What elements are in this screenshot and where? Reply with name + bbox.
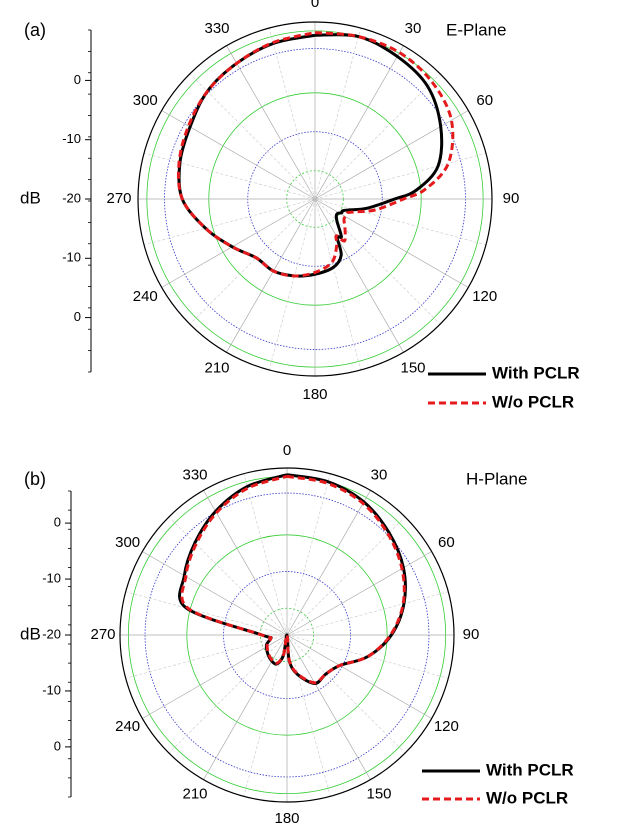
- grid-spoke: [226, 45, 316, 200]
- angle-tick-label: 0: [283, 442, 291, 459]
- radial-tick-label: -10: [62, 250, 81, 265]
- angle-tick-label: 90: [463, 626, 480, 643]
- grid-spoke: [189, 198, 316, 325]
- angle-tick-label: 30: [405, 20, 422, 37]
- grid-spoke: [243, 473, 288, 636]
- grid-spoke: [168, 634, 288, 754]
- series-line-with-pclr: [178, 473, 407, 685]
- grid-spoke: [314, 152, 487, 200]
- angle-tick-label: 180: [274, 810, 299, 825]
- plot-title: H-Plane: [466, 469, 527, 488]
- grid-spoke: [314, 198, 441, 325]
- legend-label: With PCLR: [486, 760, 574, 779]
- grid-spoke: [286, 591, 449, 636]
- grid-spoke: [268, 198, 316, 371]
- radial-tick-label: 0: [74, 72, 81, 87]
- angle-tick-label: 0: [311, 0, 319, 11]
- angle-tick-label: 270: [106, 190, 131, 207]
- angle-tick-label: 300: [133, 92, 158, 109]
- grid-spoke: [286, 634, 449, 679]
- angle-tick-label: 150: [400, 360, 425, 377]
- radial-tick-label: 0: [54, 738, 61, 753]
- grid-spoke: [286, 634, 331, 797]
- grid-spoke: [203, 490, 288, 636]
- panel-label: (b): [24, 469, 46, 489]
- grid-spoke: [286, 551, 432, 636]
- y-axis-label: dB: [20, 188, 41, 207]
- angle-tick-label: 300: [115, 534, 140, 551]
- grid-spoke: [142, 551, 288, 636]
- plot-title: E-Plane: [446, 20, 506, 39]
- legend-label: W/o PCLR: [492, 392, 574, 411]
- grid-spoke: [161, 198, 316, 288]
- angle-tick-label: 330: [182, 467, 207, 484]
- angle-tick-label: 30: [371, 467, 388, 484]
- grid-spoke: [314, 27, 362, 200]
- legend-label: W/o PCLR: [486, 788, 568, 807]
- grid-spoke: [314, 198, 362, 371]
- radial-tick-label: -10: [42, 682, 61, 697]
- angle-tick-label: 210: [182, 785, 207, 802]
- grid-spoke: [286, 473, 331, 636]
- grid-spoke: [143, 152, 316, 200]
- grid-spoke: [143, 198, 316, 246]
- angle-tick-label: 150: [366, 785, 391, 802]
- grid-spoke: [142, 634, 288, 719]
- radial-tick-label: -10: [42, 570, 61, 585]
- polar-panel-a: 0 30 60 90 120 150 180 210 240 270 300 330 0 -10 -20 -1…: [20, 0, 580, 411]
- angle-tick-label: 60: [476, 92, 493, 109]
- radial-tick-label: -20: [42, 626, 61, 641]
- angle-tick-label: 180: [302, 386, 327, 403]
- y-axis-label: dB: [20, 624, 41, 643]
- radial-tick-label: -10: [62, 131, 81, 146]
- grid-spoke: [189, 73, 316, 200]
- grid-spoke: [314, 198, 487, 246]
- grid-spoke: [314, 110, 469, 200]
- radial-tick-label: 0: [74, 309, 81, 324]
- grid-spoke: [203, 634, 288, 780]
- grid-spoke: [268, 27, 316, 200]
- angle-tick-label: 240: [115, 718, 140, 735]
- grid-spoke: [286, 490, 371, 636]
- polar-boundary: [137, 21, 493, 377]
- angle-tick-label: 60: [438, 534, 455, 551]
- polar-boundary: [119, 467, 455, 803]
- panel-label: (a): [24, 20, 46, 40]
- grid-spoke: [286, 516, 406, 636]
- legend-label: With PCLR: [492, 363, 580, 382]
- angle-tick-label: 270: [90, 626, 115, 643]
- grid-spoke: [286, 634, 406, 754]
- grid-spoke: [125, 634, 288, 679]
- grid-spoke: [286, 634, 371, 780]
- angle-tick-label: 240: [133, 288, 158, 305]
- grid-spoke: [125, 591, 288, 636]
- angle-tick-label: 210: [204, 360, 229, 377]
- grid-spoke: [286, 634, 432, 719]
- angle-tick-label: 90: [503, 190, 520, 207]
- grid-spoke: [314, 45, 404, 200]
- angle-tick-label: 120: [472, 288, 497, 305]
- grid-spoke: [168, 516, 288, 636]
- radial-tick-label: 0: [54, 515, 61, 530]
- polar-panel-b: 0 30 60 90 120 150 180 210 240 270 300 330 0 -10 -20 -1…: [20, 442, 574, 825]
- grid-spoke: [314, 198, 404, 353]
- grid-spoke: [226, 198, 316, 353]
- grid-spoke: [314, 73, 441, 200]
- angle-tick-label: 120: [434, 718, 459, 735]
- series-line-wo-pclr: [176, 31, 455, 278]
- radial-tick-label: -20: [62, 190, 81, 205]
- series-line-wo-pclr: [180, 474, 406, 685]
- angle-tick-label: 330: [204, 20, 229, 37]
- grid-spoke: [161, 110, 316, 200]
